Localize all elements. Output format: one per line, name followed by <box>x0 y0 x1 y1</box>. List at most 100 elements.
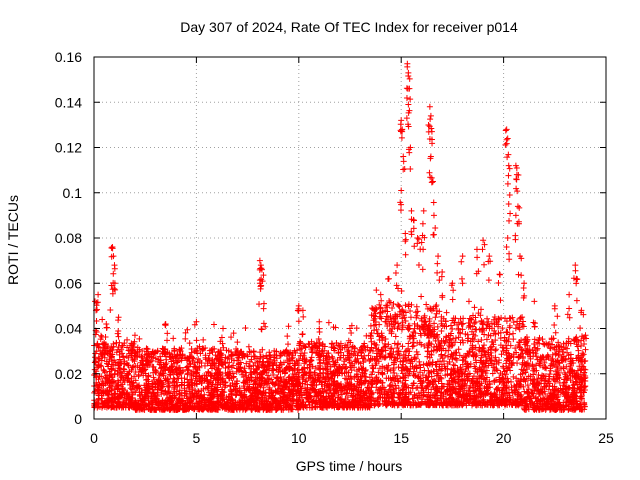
data-point <box>233 365 240 372</box>
data-point <box>129 386 136 393</box>
data-point <box>263 352 270 359</box>
data-point <box>302 357 309 364</box>
data-point <box>418 293 425 300</box>
data-point <box>199 347 206 354</box>
data-point <box>248 365 255 372</box>
data-point <box>308 346 315 353</box>
data-point <box>207 377 214 384</box>
data-point <box>104 372 111 379</box>
data-point <box>100 400 107 407</box>
data-point <box>241 365 248 372</box>
data-point <box>336 369 343 376</box>
data-point <box>228 391 235 398</box>
data-point <box>288 405 295 412</box>
data-point <box>187 403 194 410</box>
data-point <box>150 401 157 408</box>
data-point <box>137 366 144 373</box>
data-point <box>328 344 335 351</box>
data-point <box>194 350 201 357</box>
data-point <box>100 381 107 388</box>
data-point <box>276 381 283 388</box>
data-point <box>267 356 274 363</box>
data-point <box>149 383 156 390</box>
data-point <box>315 354 322 361</box>
data-point <box>392 333 399 340</box>
data-point <box>188 395 195 402</box>
data-point <box>256 400 263 407</box>
data-point <box>120 386 127 393</box>
data-point <box>105 391 112 398</box>
data-point <box>91 359 98 366</box>
data-point <box>258 326 265 333</box>
data-point <box>347 364 354 371</box>
data-point <box>181 385 188 392</box>
data-point <box>293 398 300 405</box>
data-point <box>321 376 328 383</box>
data-point <box>263 396 270 403</box>
data-point <box>214 399 221 406</box>
data-point <box>352 352 359 359</box>
data-point <box>244 400 251 407</box>
data-point <box>402 348 409 355</box>
data-point <box>302 344 309 351</box>
data-point <box>119 342 126 349</box>
data-point <box>215 360 222 367</box>
data-point <box>305 340 312 347</box>
data-point <box>186 340 193 347</box>
data-point <box>407 365 414 372</box>
data-point <box>317 404 324 411</box>
data-point <box>453 356 460 363</box>
data-point <box>237 367 244 374</box>
data-point <box>289 390 296 397</box>
data-point <box>390 359 397 366</box>
data-point <box>224 355 231 362</box>
data-point <box>297 339 304 346</box>
data-point <box>384 368 391 375</box>
data-point <box>292 349 299 356</box>
data-point <box>223 405 230 412</box>
data-point <box>208 406 215 413</box>
data-point <box>342 390 349 397</box>
data-point <box>91 366 98 373</box>
data-point <box>408 301 415 308</box>
data-point <box>346 380 353 387</box>
data-point <box>95 386 102 393</box>
data-point <box>331 371 338 378</box>
data-point <box>438 327 445 334</box>
data-point <box>328 375 335 382</box>
data-point <box>137 393 144 400</box>
data-point <box>108 365 115 372</box>
data-point <box>184 326 191 333</box>
data-point <box>261 368 268 375</box>
data-point <box>236 398 243 405</box>
data-point <box>196 373 203 380</box>
data-point <box>309 363 316 370</box>
data-point <box>347 383 354 390</box>
data-point <box>132 389 139 396</box>
data-point <box>342 395 349 402</box>
data-point <box>313 393 320 400</box>
data-point <box>241 397 248 404</box>
data-point <box>223 347 230 354</box>
data-point <box>224 372 231 379</box>
data-point <box>214 349 221 356</box>
data-point <box>296 357 303 364</box>
data-point <box>260 353 267 360</box>
data-point <box>154 378 161 385</box>
data-point <box>148 390 155 397</box>
data-point <box>409 339 416 346</box>
data-point <box>204 378 211 385</box>
data-point <box>193 380 200 387</box>
data-point <box>139 354 146 361</box>
data-point <box>152 355 159 362</box>
data-point <box>104 343 111 350</box>
data-point <box>389 305 396 312</box>
data-point <box>329 340 336 347</box>
data-point <box>209 381 216 388</box>
data-point <box>377 352 384 358</box>
data-point <box>367 355 374 362</box>
data-point <box>115 333 122 340</box>
data-point <box>104 349 111 356</box>
data-point <box>449 325 456 332</box>
data-point <box>232 399 239 406</box>
